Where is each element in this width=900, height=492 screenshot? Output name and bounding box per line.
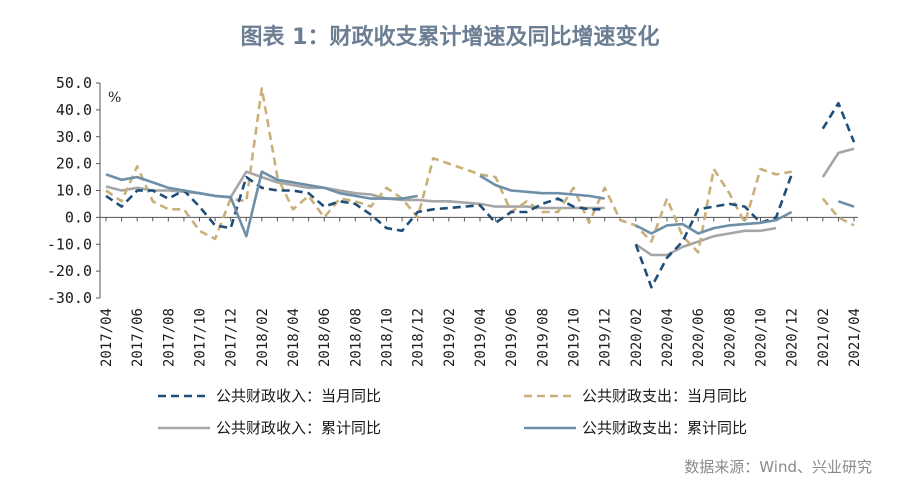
x-tick-label: 2017/10 [193,308,209,367]
x-tick-label: 2020/04 [660,308,676,367]
x-tick-label: 2018/10 [380,308,396,367]
y-tick-label: 20.0 [56,155,92,173]
y-tick-label: 30.0 [56,128,92,146]
series-line-3 [105,170,855,238]
x-tick-label: 2020/08 [722,308,738,367]
source-note: 数据来源：Wind、兴业研究 [684,458,872,476]
legend: 公共财政收入：当月同比 公共财政支出：当月同比 公共财政收入：累计同比 公共财政… [158,387,747,437]
x-tick-label: 2018/08 [348,308,364,367]
legend-label-revenue-monthly: 公共财政收入：当月同比 [216,387,381,405]
x-tick-label: 2019/12 [598,308,614,367]
y-tick-label: -30.0 [47,289,92,307]
axes [99,83,858,298]
y-tick-label: -10.0 [47,235,92,253]
x-tick-label: 2019/10 [567,308,583,367]
series-line-2 [105,147,855,257]
x-tick-label: 2018/06 [317,308,333,367]
y-axis-unit: % [108,90,121,106]
x-tick-label: 2017/08 [161,308,177,367]
x-tick-label: 2021/04 [847,308,863,367]
y-tick-label: 50.0 [56,74,92,92]
y-tick-label: 10.0 [56,182,92,200]
x-tick-label: 2019/04 [473,308,489,367]
x-tick-label: 2019/02 [442,308,458,367]
y-tick-label: 0.0 [65,208,92,226]
legend-label-expenditure-cumulative: 公共财政支出：累计同比 [582,419,747,437]
x-tick-label: 2019/06 [504,308,520,367]
x-tick-label: 2018/02 [255,308,271,367]
x-axis-ticks: 2017/04 2017/06 2017/08 2017/10 2017/12 2018/… [99,217,863,367]
x-tick-label: 2020/06 [691,308,707,367]
x-tick-label: 2017/04 [99,308,115,367]
y-tick-label: 40.0 [56,101,92,119]
x-tick-label: 2020/10 [754,308,770,367]
x-tick-label: 2017/12 [224,308,240,367]
x-tick-label: 2020/12 [785,308,801,367]
legend-label-revenue-cumulative: 公共财政收入：累计同比 [216,419,381,437]
x-tick-label: 2021/02 [816,308,832,367]
y-axis-ticks: 50.0 40.0 30.0 20.0 10.0 0.0 -10.0 -20.0 -30.0 [47,74,100,307]
series-line-1 [105,87,855,254]
series-lines [105,87,856,289]
x-tick-label: 2019/08 [535,308,551,367]
y-tick-label: -20.0 [47,262,92,280]
chart-title: 图表 1：财政收支累计增速及同比增速变化 [241,24,660,50]
x-tick-label: 2018/12 [411,308,427,367]
x-tick-label: 2017/06 [130,308,146,367]
x-tick-label: 2020/02 [629,308,645,367]
x-tick-label: 2018/04 [286,308,302,367]
legend-label-expenditure-monthly: 公共财政支出：当月同比 [582,387,747,405]
